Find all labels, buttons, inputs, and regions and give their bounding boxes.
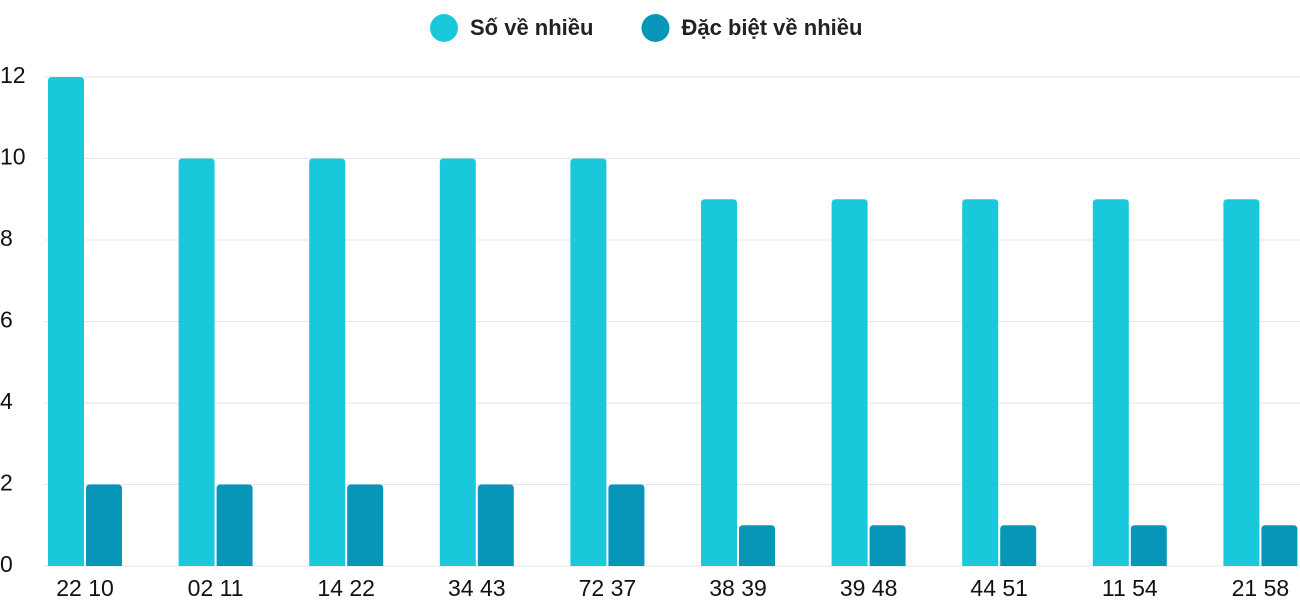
x-tick-label: 22 10 bbox=[56, 575, 114, 600]
bar bbox=[216, 484, 253, 566]
bar bbox=[86, 484, 122, 566]
bar bbox=[48, 77, 84, 566]
bar bbox=[309, 158, 346, 566]
bar bbox=[962, 199, 999, 566]
legend-label: Đặc biệt về nhiều bbox=[681, 15, 862, 40]
bar bbox=[701, 199, 737, 566]
bar bbox=[869, 525, 906, 566]
bar bbox=[439, 158, 476, 566]
x-tick-label: 34 43 bbox=[448, 575, 506, 600]
y-tick-label: 0 bbox=[0, 551, 13, 577]
bar bbox=[1130, 525, 1167, 566]
y-tick-label: 4 bbox=[0, 388, 13, 414]
x-tick-label: 44 51 bbox=[970, 575, 1028, 600]
x-tick-label: 39 48 bbox=[840, 575, 898, 600]
x-tick-label: 02 11 bbox=[188, 575, 244, 600]
x-tick-label: 11 54 bbox=[1102, 575, 1158, 600]
y-tick-label: 2 bbox=[0, 470, 13, 496]
x-tick-label: 38 39 bbox=[709, 575, 767, 600]
bar bbox=[1261, 525, 1298, 566]
x-tick-label: 14 22 bbox=[317, 575, 375, 600]
bar bbox=[1092, 199, 1129, 566]
y-tick-label: 12 bbox=[0, 62, 26, 88]
x-tick-label: 21 58 bbox=[1232, 575, 1290, 600]
y-tick-label: 10 bbox=[0, 144, 26, 170]
bar bbox=[739, 525, 775, 566]
bar bbox=[831, 199, 868, 566]
bar bbox=[1000, 525, 1037, 566]
legend: Số về nhiều Đặc biệt về nhiều bbox=[430, 14, 862, 42]
bar bbox=[608, 484, 645, 566]
legend-swatch bbox=[641, 14, 670, 42]
x-tick-label: 72 37 bbox=[579, 575, 637, 600]
bar bbox=[347, 484, 384, 566]
legend-label: Số về nhiều bbox=[470, 15, 593, 40]
bar bbox=[178, 158, 215, 566]
y-tick-label: 6 bbox=[0, 307, 13, 333]
bar bbox=[477, 484, 514, 566]
y-tick-label: 8 bbox=[0, 225, 13, 251]
bar bbox=[570, 158, 607, 566]
legend-swatch bbox=[430, 14, 458, 42]
bar bbox=[1223, 199, 1260, 566]
